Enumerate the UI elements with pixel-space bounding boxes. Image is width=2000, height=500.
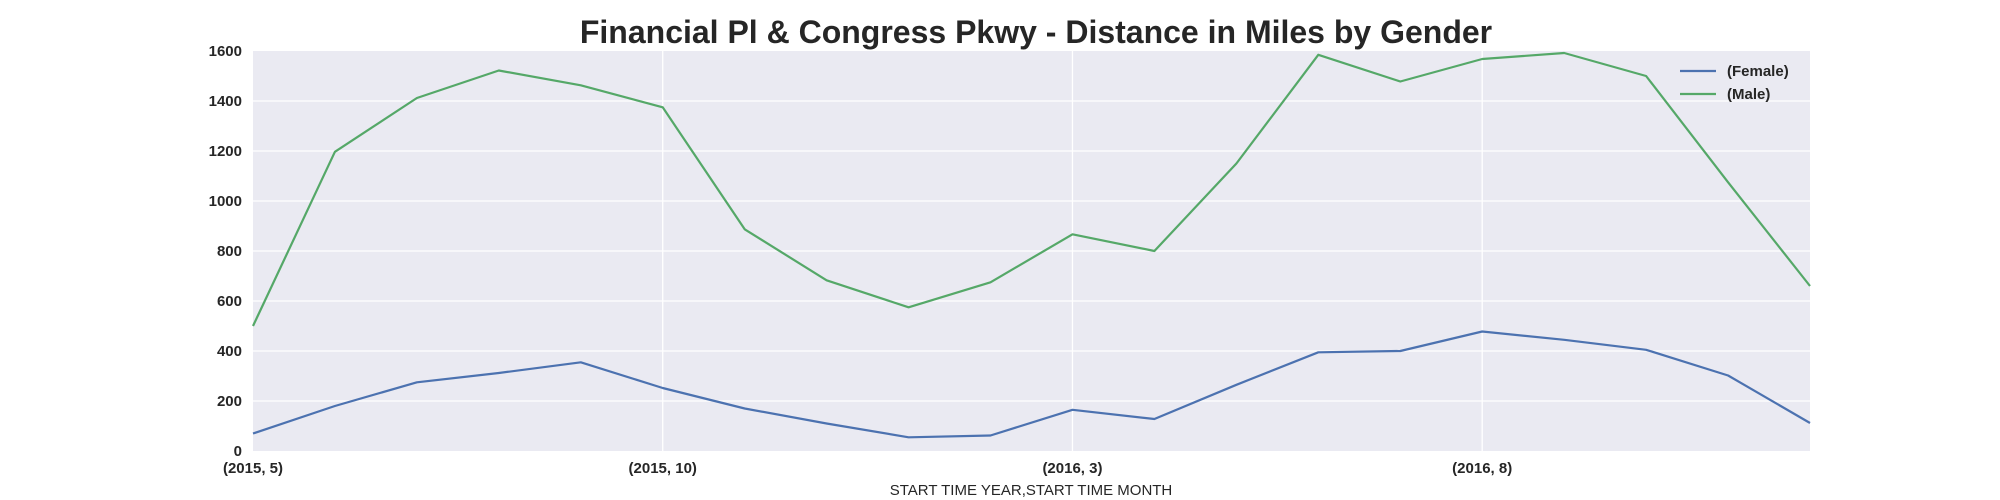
x-axis-ticks: (2015, 5) (2015, 10) (2016, 3) (2016, 8) [223, 460, 1512, 477]
y-tick-label: 400 [217, 343, 242, 360]
y-tick-label: 1600 [209, 43, 242, 60]
x-tick-label: (2016, 8) [1452, 460, 1512, 477]
x-axis-label: START TIME YEAR,START TIME MONTH [890, 482, 1173, 499]
grid-lines [253, 51, 1810, 451]
y-tick-label: 200 [217, 393, 242, 410]
legend-label: (Female) [1727, 63, 1789, 80]
y-tick-label: 800 [217, 243, 242, 260]
chart-title: Financial Pl & Congress Pkwy - Distance … [580, 14, 1492, 50]
series-line-1 [252, 51, 1811, 327]
y-axis-ticks: 0 200 400 600 800 1000 1200 1400 1600 [209, 43, 242, 460]
legend: (Female) (Male) [1680, 63, 1789, 103]
x-tick-label: (2015, 10) [629, 460, 697, 477]
y-tick-label: 1000 [209, 193, 242, 210]
y-tick-label: 0 [234, 443, 242, 460]
legend-label: (Male) [1727, 86, 1770, 103]
y-tick-label: 1200 [209, 143, 242, 160]
y-tick-label: 600 [217, 293, 242, 310]
series-line-0 [252, 330, 1811, 439]
series-lines [252, 51, 1811, 439]
x-tick-label: (2015, 5) [223, 460, 283, 477]
x-tick-label: (2016, 3) [1042, 460, 1102, 477]
y-tick-label: 1400 [209, 93, 242, 110]
